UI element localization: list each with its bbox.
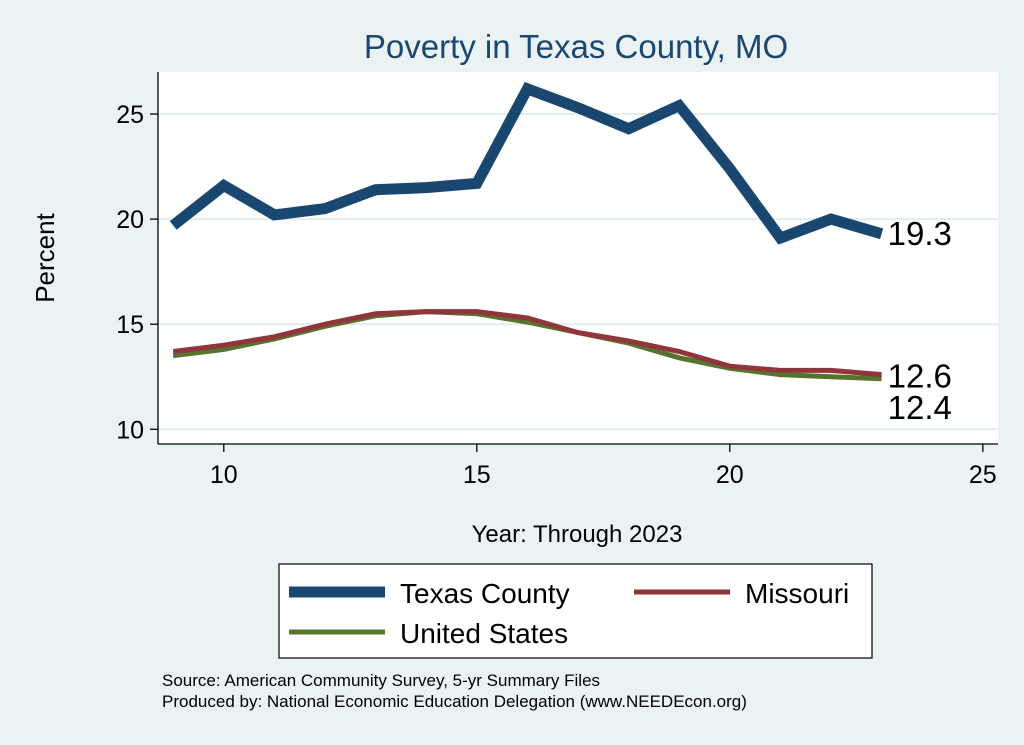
legend-box: [278, 563, 873, 659]
source-note: Source: American Community Survey, 5-yr …: [162, 671, 601, 690]
legend: Texas County Missouri United States: [278, 563, 873, 659]
x-axis-label: Year: Through 2023: [472, 521, 683, 548]
y-tick-label-20: 20: [116, 206, 144, 234]
series-layer: [169, 81, 884, 382]
grid-layer: [158, 113, 998, 431]
plot-area: [158, 72, 998, 444]
y-tick-label-15: 15: [116, 311, 144, 339]
end-label-missouri: 12.6: [888, 358, 952, 395]
axis-layer: 10 15 20 25 10 15 20 25: [116, 72, 998, 489]
chart-title: Poverty in Texas County, MO: [364, 28, 788, 65]
end-label-layer: 19.3 12.612.4: [888, 215, 952, 426]
x-tick-label-10: 10: [210, 461, 238, 489]
series-line-missouri: [172, 309, 882, 378]
end-label-united-states: 12.4: [888, 389, 952, 426]
legend-label-united-states: United States: [400, 618, 568, 649]
legend-label-texas-county: Texas County: [400, 578, 570, 609]
y-tick-label-10: 10: [116, 416, 144, 444]
x-tick-label-15: 15: [463, 461, 491, 489]
end-label-texas-county: 19.3: [888, 215, 952, 252]
y-tick-label-25: 25: [116, 101, 144, 129]
x-tick-label-20: 20: [716, 461, 744, 489]
producer-note: Produced by: National Economic Education…: [162, 692, 747, 711]
legend-label-missouri: Missouri: [745, 578, 849, 609]
y-axis-label: Percent: [30, 212, 60, 302]
series-line-texas-county: [169, 81, 884, 245]
x-tick-label-25: 25: [969, 461, 997, 489]
